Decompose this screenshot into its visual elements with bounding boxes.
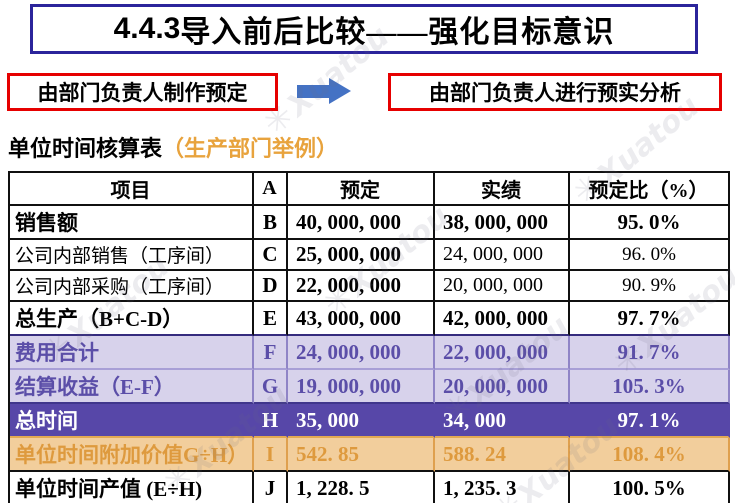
cell-ratio: 95. 0% xyxy=(570,206,730,240)
table-row: 公司内部销售（工序间） C 25, 000, 000 24, 000, 000 … xyxy=(10,240,730,271)
flow-arrow-icon xyxy=(297,78,353,104)
cell-item: 单位时间产值 (E÷H) xyxy=(10,472,254,503)
flow-arrow-shaft xyxy=(297,84,329,98)
table-row: 费用合计 F 24, 000, 000 22, 000, 000 91. 7% xyxy=(10,336,730,370)
cell-ratio: 91. 7% xyxy=(570,336,730,370)
section-heading-note: （生产部门举例） xyxy=(162,136,339,161)
cell-plan: 22, 000, 000 xyxy=(288,271,435,302)
cell-ratio: 97. 7% xyxy=(570,302,730,336)
header-code: A xyxy=(254,173,288,206)
cell-actual: 20, 000, 000 xyxy=(435,370,570,404)
cell-item: 销售额 xyxy=(10,206,254,240)
table-row: 单位时间产值 (E÷H) J 1, 228. 5 1, 235. 3 100. … xyxy=(10,472,730,503)
header-plan: 预定 xyxy=(288,173,435,206)
cell-code: C xyxy=(254,240,288,271)
cell-plan: 1, 228. 5 xyxy=(288,472,435,503)
cell-item: 单位时间附加价值G÷H） xyxy=(10,438,254,472)
flow-box-plan: 由部门负责人制作预定 xyxy=(7,73,278,111)
cell-actual: 20, 000, 000 xyxy=(435,271,570,302)
flow-box-analysis-label: 由部门负责人进行预实分析 xyxy=(429,81,681,105)
cell-actual: 588. 24 xyxy=(435,438,570,472)
cell-ratio: 97. 1% xyxy=(570,404,730,438)
header-ratio: 预定比（%） xyxy=(570,173,730,206)
data-table: 项目 A 预定 实绩 预定比（%） 销售额 B 40, 000, 000 38,… xyxy=(10,173,730,503)
cell-ratio: 96. 0% xyxy=(570,240,730,271)
table-row: 公司内部采购（工序间） D 22, 000, 000 20, 000, 000 … xyxy=(10,271,730,302)
flow-box-plan-label: 由部门负责人制作预定 xyxy=(37,81,248,105)
cell-code: D xyxy=(254,271,288,302)
flow-box-analysis: 由部门负责人进行预实分析 xyxy=(388,73,722,111)
section-heading: 单位时间核算表（生产部门举例） xyxy=(8,131,338,163)
cell-plan: 35, 000 xyxy=(288,404,435,438)
slide-title-text: 导入前后比较——强化目标意识 xyxy=(180,16,615,49)
cell-item: 总时间 xyxy=(10,404,254,438)
cell-actual: 24, 000, 000 xyxy=(435,240,570,271)
cell-plan: 43, 000, 000 xyxy=(288,302,435,336)
cell-code: J xyxy=(254,472,288,503)
section-heading-main: 单位时间核算表 xyxy=(8,136,163,161)
cell-code: G xyxy=(254,370,288,404)
cell-item: 费用合计 xyxy=(10,336,254,370)
cell-item: 公司内部采购（工序间） xyxy=(10,271,254,302)
cell-actual: 38, 000, 000 xyxy=(435,206,570,240)
cell-plan: 24, 000, 000 xyxy=(288,336,435,370)
cell-item: 结算收益（E-F） xyxy=(10,370,254,404)
cell-code: E xyxy=(254,302,288,336)
cell-plan: 25, 000, 000 xyxy=(288,240,435,271)
cell-actual: 22, 000, 000 xyxy=(435,336,570,370)
table-row: 总时间 H 35, 000 34, 000 97. 1% xyxy=(10,404,730,438)
cell-code: F xyxy=(254,336,288,370)
cell-code: H xyxy=(254,404,288,438)
cell-plan: 40, 000, 000 xyxy=(288,206,435,240)
cell-plan: 542. 85 xyxy=(288,438,435,472)
header-item: 项目 xyxy=(10,173,254,206)
table-row: 单位时间附加价值G÷H） I 542. 85 588. 24 108. 4% xyxy=(10,438,730,472)
cell-actual: 42, 000, 000 xyxy=(435,302,570,336)
cell-ratio: 100. 5% xyxy=(570,472,730,503)
cell-actual: 1, 235. 3 xyxy=(435,472,570,503)
cell-code: I xyxy=(254,438,288,472)
unit-time-accounting-table: 项目 A 预定 实绩 预定比（%） 销售额 B 40, 000, 000 38,… xyxy=(8,171,730,503)
header-actual: 实绩 xyxy=(435,173,570,206)
cell-ratio: 105. 3% xyxy=(570,370,730,404)
cell-item: 总生产（B+C-D） xyxy=(10,302,254,336)
cell-ratio: 108. 4% xyxy=(570,438,730,472)
table-header-row: 项目 A 预定 实绩 预定比（%） xyxy=(10,173,730,206)
slide-title-box: 4.4.3 导入前后比较——强化目标意识 xyxy=(30,4,698,54)
cell-item: 公司内部销售（工序间） xyxy=(10,240,254,271)
cell-actual: 34, 000 xyxy=(435,404,570,438)
cell-code: B xyxy=(254,206,288,240)
table-row: 总生产（B+C-D） E 43, 000, 000 42, 000, 000 9… xyxy=(10,302,730,336)
table-row: 结算收益（E-F） G 19, 000, 000 20, 000, 000 10… xyxy=(10,370,730,404)
flow-arrow-head xyxy=(329,78,351,104)
cell-ratio: 90. 9% xyxy=(570,271,730,302)
slide-title-number: 4.4.3 xyxy=(113,12,181,45)
cell-plan: 19, 000, 000 xyxy=(288,370,435,404)
table-row: 销售额 B 40, 000, 000 38, 000, 000 95. 0% xyxy=(10,206,730,240)
